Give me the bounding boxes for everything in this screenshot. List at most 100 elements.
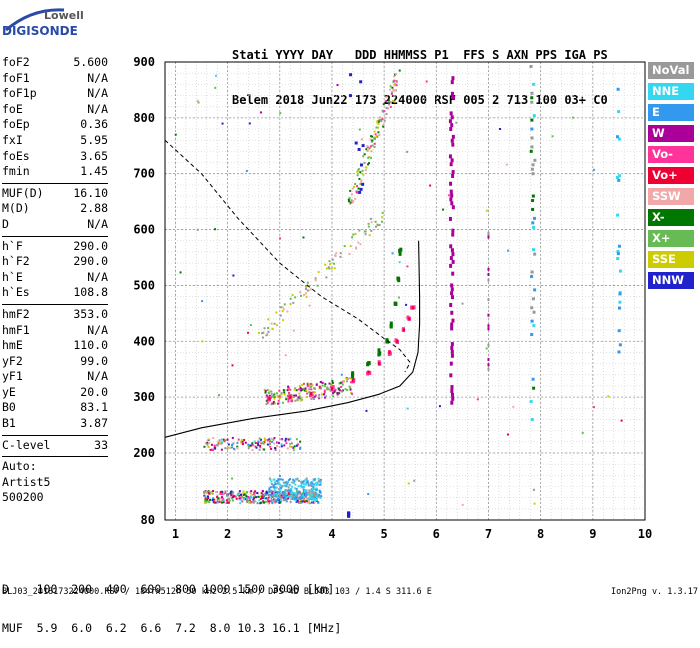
echo-point [385,339,389,344]
echo-point [461,302,464,305]
echo-point [308,491,311,494]
echo-point [246,497,249,500]
echo-point [243,438,246,441]
y-tick-label: 900 [133,55,155,69]
echo-point [259,438,262,441]
echo-point [298,395,301,398]
echo-point [268,490,271,493]
logo-swoosh [5,8,65,32]
echo-point [256,502,259,505]
echo-point [291,294,294,297]
echo-point [240,493,243,496]
echo-point [217,501,220,504]
echo-point [179,271,182,274]
echo-point [449,361,453,366]
echo-point [316,481,319,484]
echo-point [227,443,230,446]
echo-point [278,395,281,398]
echo-point [270,322,273,325]
echo-point [233,495,236,498]
echo-point [451,76,455,81]
echo-point [499,127,502,130]
echo-point [258,499,261,502]
echo-point [255,496,258,499]
echo-point [262,331,265,334]
echo-point [265,497,268,500]
echo-point [282,319,285,322]
echo-point [385,113,388,116]
echo-point [358,229,361,232]
echo-point [292,301,295,304]
echo-point [270,483,273,486]
echo-point [318,393,321,396]
echo-point [214,501,217,504]
echo-point [530,270,534,274]
echo-point [241,500,244,503]
echo-point [363,161,366,164]
echo-point [257,495,260,498]
echo-point [448,194,451,197]
echo-point [349,245,352,248]
echo-point [485,209,488,212]
echo-point [298,490,301,493]
echo-point [342,380,345,383]
echo-point [274,498,277,501]
echo-point [450,388,454,393]
echo-point [367,156,370,159]
echo-point [280,438,283,441]
echo-point [307,383,310,386]
echo-point [269,478,272,481]
echo-point [361,169,364,172]
echo-point [251,444,254,447]
echo-point [262,500,265,503]
echo-point [262,497,265,500]
echo-point [487,278,490,282]
echo-point [363,153,366,156]
echo-point [268,397,271,401]
echo-point [259,111,262,114]
echo-point [376,121,379,124]
echo-point [369,145,372,148]
echo-point [203,499,206,502]
echo-points [174,64,623,518]
echo-point [265,334,268,337]
echo-point [206,441,209,444]
echo-point [375,126,378,129]
echo-point [309,393,313,398]
echo-point [299,492,302,495]
echo-point [289,437,292,440]
echo-point [274,448,277,451]
echo-point [280,306,283,309]
echo-point [381,109,384,112]
echo-point [378,116,381,119]
echo-point [310,392,313,396]
echo-point [369,156,372,159]
echo-point [293,394,296,397]
echo-point [385,96,388,99]
echo-point [243,498,246,501]
echo-point [289,500,292,503]
echo-point [345,377,348,380]
echo-point [451,318,455,323]
echo-point [307,484,310,487]
x-tick-label: 10 [638,527,652,541]
echo-point [306,481,309,484]
echo-point [289,442,292,445]
echo-point [241,497,244,500]
param-name: h`Es [2,285,30,300]
echo-point [373,142,376,145]
echo-point [254,441,257,444]
echo-point [406,315,410,320]
echo-point [487,367,490,371]
echo-point [317,477,320,480]
echo-point [244,492,247,495]
echo-point [222,501,225,504]
echo-point [260,501,263,504]
chart-grid [165,61,646,520]
echo-point [367,148,370,151]
echo-point [352,200,355,203]
echo-point [343,245,346,248]
echo-point [312,393,315,396]
echo-point [231,499,234,502]
echo-point [297,479,300,482]
